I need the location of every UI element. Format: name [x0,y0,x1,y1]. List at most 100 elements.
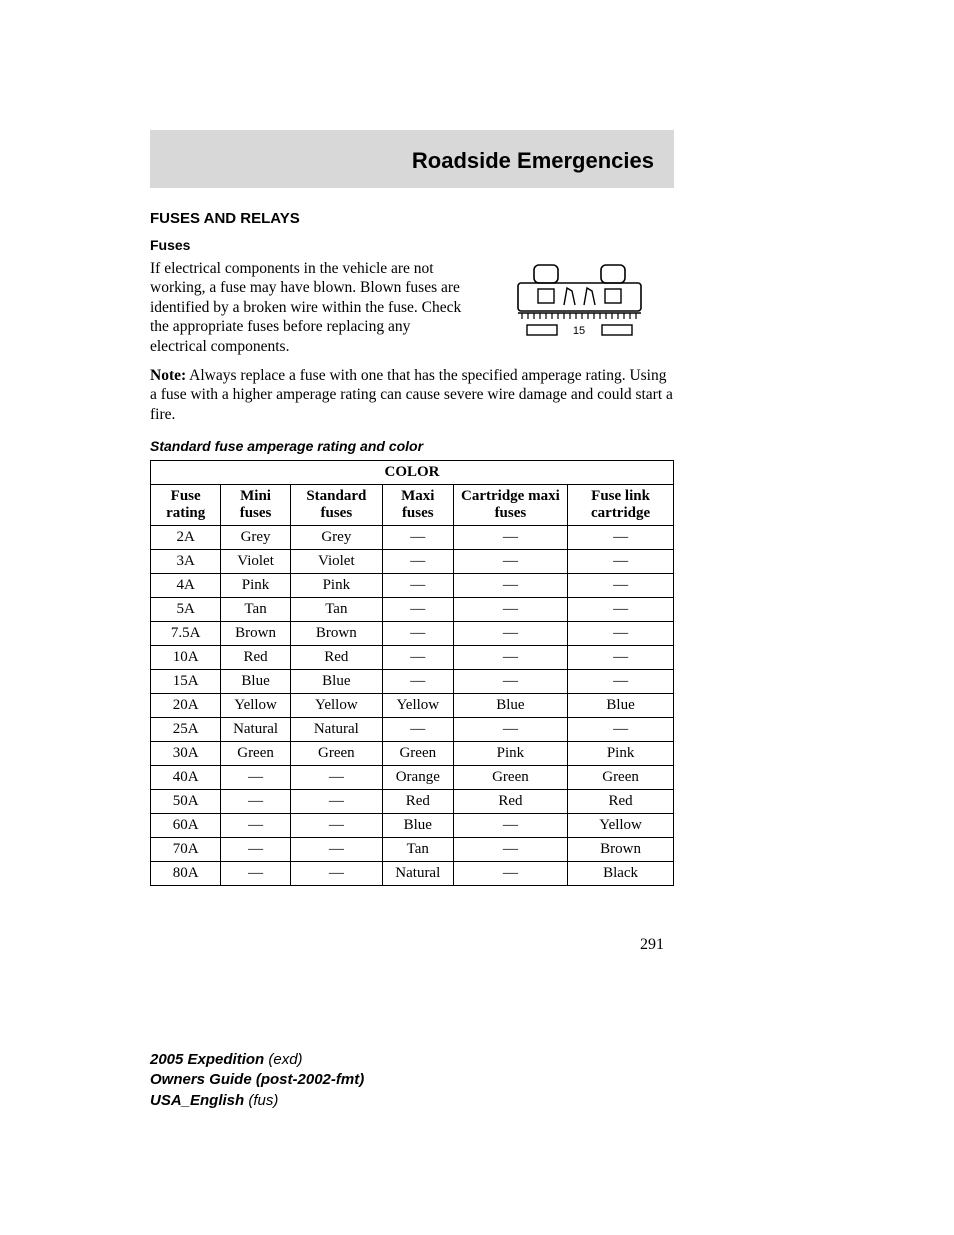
table-cell: Brown [290,622,382,646]
page-header-title: Roadside Emergencies [412,148,654,173]
table-cell: 70A [151,838,221,862]
col-fuse-link: Fuse link cartridge [568,485,674,526]
table-cell: 30A [151,742,221,766]
table-cell: — [453,598,567,622]
fuses-note: Note: Always replace a fuse with one tha… [150,366,674,424]
table-cell: — [453,622,567,646]
table-cell: — [382,670,453,694]
table-cell: Pink [568,742,674,766]
fuse-icon: 15 [512,261,647,341]
table-cell: 3A [151,550,221,574]
table-cell: 60A [151,814,221,838]
table-cell: Natural [382,862,453,886]
table-cell: 15A [151,670,221,694]
table-cell: Red [453,790,567,814]
table-cell: — [453,646,567,670]
table-cell: Red [568,790,674,814]
table-row: 7.5ABrownBrown——— [151,622,674,646]
table-cell: Tan [221,598,290,622]
table-row: 80A——Natural—Black [151,862,674,886]
table-cell: Orange [382,766,453,790]
note-label: Note: [150,367,186,384]
table-cell: 7.5A [151,622,221,646]
table-row: 2AGreyGrey——— [151,526,674,550]
table-cell: — [382,646,453,670]
table-cell: Brown [221,622,290,646]
table-cell: 10A [151,646,221,670]
table-row: 4APinkPink——— [151,574,674,598]
table-cell: — [568,598,674,622]
table-cell: Yellow [221,694,290,718]
table-cell: — [382,550,453,574]
table-cell: Red [290,646,382,670]
table-cell: Natural [221,718,290,742]
table-cell: — [568,646,674,670]
table-cell: Violet [221,550,290,574]
table-cell: — [453,574,567,598]
table-row: 70A——Tan—Brown [151,838,674,862]
col-mini-fuses: Mini fuses [221,485,290,526]
note-text: Always replace a fuse with one that has … [150,367,673,423]
section-heading: FUSES AND RELAYS [150,210,674,227]
table-cell: Black [568,862,674,886]
table-cell: Blue [568,694,674,718]
table-row: 5ATanTan——— [151,598,674,622]
table-cell: — [453,838,567,862]
table-cell: — [453,862,567,886]
footer-lang-code: (fus) [248,1092,278,1109]
table-cell: Yellow [568,814,674,838]
table-cell: Blue [382,814,453,838]
footer-line-2: Owners Guide (post-2002-fmt) [150,1070,674,1090]
table-cell: Blue [221,670,290,694]
table-cell: — [221,814,290,838]
table-cell: 4A [151,574,221,598]
table-cell: — [382,622,453,646]
table-cell: Blue [453,694,567,718]
table-cell: Green [382,742,453,766]
table-row: 25ANaturalNatural——— [151,718,674,742]
table-cell: — [568,718,674,742]
table-cell: — [382,598,453,622]
table-cell: — [453,670,567,694]
table-cell: Violet [290,550,382,574]
footer-guide: Owners Guide (post-2002-fmt) [150,1071,364,1088]
page-number: 291 [150,936,674,954]
fuses-heading: Fuses [150,237,674,253]
table-cell: — [290,766,382,790]
table-cell: 20A [151,694,221,718]
footer-vehicle-code: (exd) [268,1051,302,1068]
table-cell: — [568,670,674,694]
table-cell: — [290,838,382,862]
table-cell: — [221,766,290,790]
table-cell: Yellow [382,694,453,718]
table-row: 60A——Blue—Yellow [151,814,674,838]
table-super-header: COLOR [151,461,674,485]
col-standard-fuses: Standard fuses [290,485,382,526]
table-cell: 50A [151,790,221,814]
table-cell: — [568,622,674,646]
table-cell: Green [568,766,674,790]
table-row: 15ABlueBlue——— [151,670,674,694]
table-cell: Green [453,766,567,790]
table-row: 20AYellowYellowYellowBlueBlue [151,694,674,718]
table-cell: 25A [151,718,221,742]
table-cell: — [290,862,382,886]
header-band: Roadside Emergencies [150,130,674,188]
table-cell: Pink [221,574,290,598]
table-cell: — [221,838,290,862]
table-cell: Grey [221,526,290,550]
table-cell: — [568,550,674,574]
table-cell: — [453,718,567,742]
table-cell: Pink [290,574,382,598]
table-cell: — [568,574,674,598]
intro-wrap: If electrical components in the vehicle … [150,259,674,356]
table-header-row: Fuse rating Mini fuses Standard fuses Ma… [151,485,674,526]
table-cell: — [382,526,453,550]
table-cell: — [382,574,453,598]
table-cell: Tan [290,598,382,622]
table-cell: — [453,550,567,574]
col-cartridge-maxi: Cartridge maxi fuses [453,485,567,526]
table-cell: Green [290,742,382,766]
table-row: 10ARedRed——— [151,646,674,670]
table-cell: Tan [382,838,453,862]
